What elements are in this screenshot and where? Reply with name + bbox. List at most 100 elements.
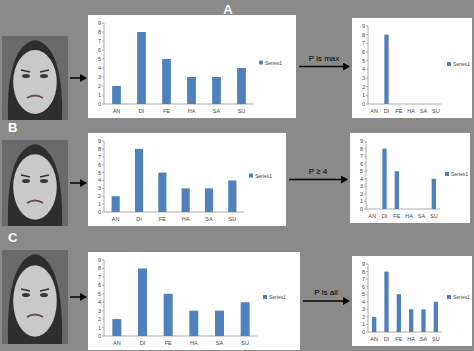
y-tick-label: 9	[362, 261, 365, 267]
y-tick-label: 7	[362, 40, 365, 46]
rule-label: P is max	[309, 54, 340, 63]
y-tick-label: 7	[98, 154, 101, 160]
y-tick-label: 1	[98, 325, 101, 331]
face-photo	[2, 250, 68, 344]
bar	[187, 77, 196, 104]
chart: 0123456789ANDIFEHASASUSeries1	[88, 252, 300, 350]
y-tick-label: 2	[98, 316, 101, 322]
x-tick-label: HA	[407, 108, 415, 114]
bar	[395, 171, 399, 209]
legend-label: Series1	[451, 171, 468, 177]
x-tick-label: AN	[370, 336, 378, 342]
x-tick-label: SA	[418, 213, 426, 219]
y-tick-label: 3	[362, 306, 365, 312]
legend-swatch	[259, 61, 263, 65]
bar	[228, 180, 236, 212]
face-bg	[2, 36, 68, 120]
eye	[40, 179, 48, 183]
legend-label: Series1	[269, 294, 286, 300]
arrow	[299, 66, 349, 68]
face-photo	[2, 140, 68, 226]
arrow	[70, 296, 86, 298]
brow	[21, 70, 30, 72]
arrow	[303, 300, 349, 302]
eye	[22, 74, 30, 78]
y-tick-label: 8	[362, 32, 365, 38]
y-tick-label: 4	[360, 176, 363, 182]
x-tick-label: FE	[393, 213, 400, 219]
x-tick-label: SU	[241, 340, 249, 346]
brow	[40, 289, 49, 291]
bar	[432, 179, 436, 209]
bar	[434, 302, 438, 332]
x-tick-label: SU	[432, 108, 440, 114]
panel-label: A	[223, 2, 233, 17]
y-tick-label: 8	[362, 269, 365, 275]
y-axis	[104, 23, 105, 104]
y-tick-label: 1	[98, 92, 101, 98]
bar	[409, 309, 413, 332]
mouth	[27, 96, 43, 99]
legend-swatch	[263, 295, 267, 299]
x-tick-label: DI	[136, 216, 142, 222]
x-tick-label: DI	[139, 108, 145, 114]
x-tick-label: FE	[165, 340, 172, 346]
bar	[421, 309, 425, 332]
rule-label: P ≥ 4	[309, 167, 328, 176]
x-tick-label: AN	[113, 108, 121, 114]
eye	[40, 74, 48, 78]
bar	[135, 149, 143, 212]
x-tick-label: AN	[113, 340, 121, 346]
x-tick-label: SA	[205, 216, 213, 222]
y-tick-label: 6	[362, 49, 365, 55]
y-tick-label: 9	[98, 138, 101, 144]
x-tick-label: FE	[159, 216, 166, 222]
bars	[112, 149, 237, 212]
mouth	[27, 315, 43, 318]
y-tick-label: 0	[98, 101, 101, 107]
bar	[158, 173, 166, 212]
y-tick-label: 8	[98, 146, 101, 152]
x-tick-label: DI	[140, 340, 146, 346]
y-tick-label: 5	[98, 170, 101, 176]
bar	[112, 86, 121, 104]
y-tick-label: 7	[98, 38, 101, 44]
arrow	[70, 77, 86, 79]
y-tick-label: 4	[98, 299, 101, 305]
bar	[137, 32, 146, 104]
bar	[372, 317, 376, 332]
y-tick-label: 4	[98, 177, 101, 183]
x-tick-label: SA	[213, 108, 221, 114]
chart-box	[352, 256, 472, 346]
bar	[370, 209, 374, 210]
arrow	[289, 179, 347, 181]
x-axis	[104, 336, 258, 337]
chart-box	[88, 133, 286, 226]
bar	[162, 59, 171, 104]
bar	[397, 104, 401, 105]
x-axis	[366, 209, 440, 210]
x-axis	[368, 104, 442, 105]
bar	[421, 104, 425, 105]
bar	[419, 209, 423, 210]
y-tick-label: 8	[360, 146, 363, 152]
y-tick-label: 6	[98, 162, 101, 168]
background	[0, 0, 474, 351]
panel-label: C	[8, 230, 18, 245]
y-tick-label: 3	[360, 183, 363, 189]
brow	[40, 175, 49, 177]
y-axis	[104, 141, 105, 212]
y-tick-label: 7	[360, 153, 363, 159]
y-tick-label: 9	[98, 257, 101, 263]
y-tick-label: 0	[98, 209, 101, 215]
y-axis	[368, 264, 369, 332]
face-skin	[13, 50, 57, 114]
bar	[241, 302, 250, 336]
chart: 0123456789ANDIFEHASASUSeries1	[350, 133, 470, 223]
y-tick-label: 5	[98, 56, 101, 62]
x-tick-label: AN	[368, 213, 376, 219]
x-tick-label: FE	[395, 108, 402, 114]
x-tick-label: HA	[182, 216, 190, 222]
bars	[382, 149, 436, 209]
hair	[8, 144, 62, 226]
